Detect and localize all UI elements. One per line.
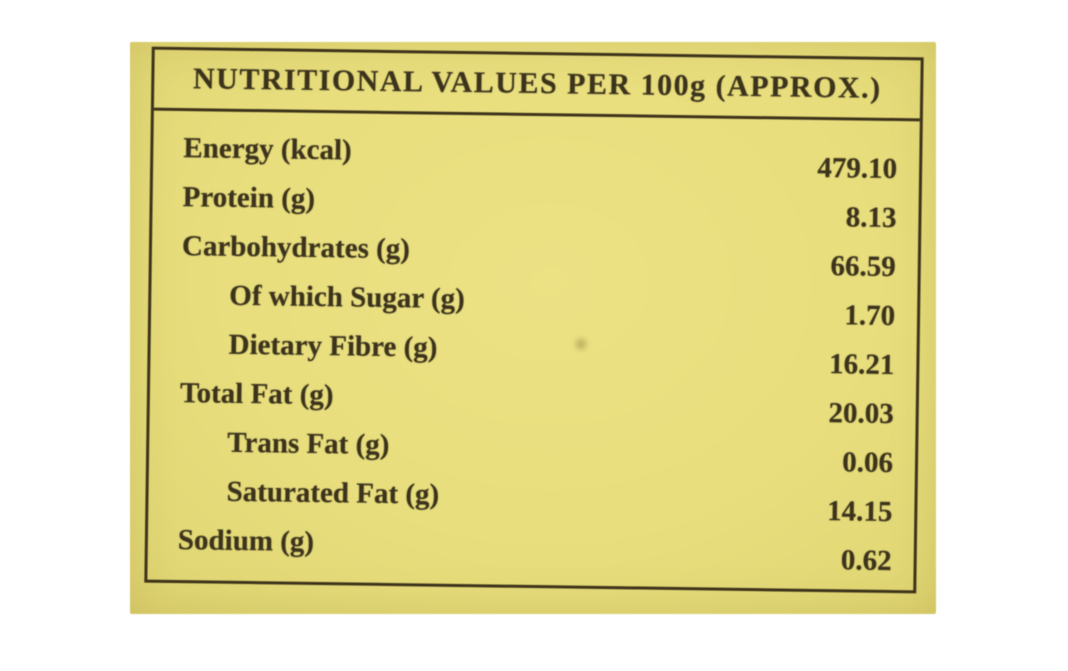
nutrient-label: Of which Sugar (g) (229, 279, 466, 316)
nutrient-value: 8.13 (845, 201, 897, 235)
nutrient-label: Saturated Fat (g) (226, 475, 440, 511)
nutrient-value: 20.03 (828, 397, 894, 431)
nutrient-value: 14.15 (826, 495, 893, 529)
nutrient-value: 1.70 (844, 299, 896, 333)
nutrient-label: Dietary Fibre (g) (228, 328, 438, 364)
nutrition-table: NUTRITIONAL VALUES PER 100g (APPROX.) En… (144, 46, 924, 594)
nutrient-value: 16.21 (828, 348, 895, 382)
nutrition-label-photo: NUTRITIONAL VALUES PER 100g (APPROX.) En… (130, 42, 936, 614)
table-header: NUTRITIONAL VALUES PER 100g (APPROX.) (153, 49, 921, 122)
nutrient-label: Trans Fat (g) (227, 426, 390, 461)
nutrient-value: 0.06 (842, 446, 894, 480)
nutrient-label: Carbohydrates (g) (181, 230, 411, 266)
nutrition-row: Sodium (g) 0.62 (148, 516, 915, 578)
table-body: Energy (kcal) 479.10 Protein (g) 8.13 Ca… (148, 111, 920, 578)
nutrient-label: Energy (kcal) (183, 132, 352, 167)
smudge-mark (572, 336, 590, 352)
nutrient-value: 479.10 (817, 151, 898, 186)
table-title: NUTRITIONAL VALUES PER 100g (APPROX.) (192, 62, 882, 105)
nutrient-label: Protein (g) (182, 181, 316, 215)
nutrient-label: Sodium (g) (177, 524, 315, 558)
nutrient-value: 0.62 (840, 544, 892, 578)
nutrient-label: Total Fat (g) (179, 377, 334, 412)
nutrient-value: 66.59 (830, 250, 896, 284)
